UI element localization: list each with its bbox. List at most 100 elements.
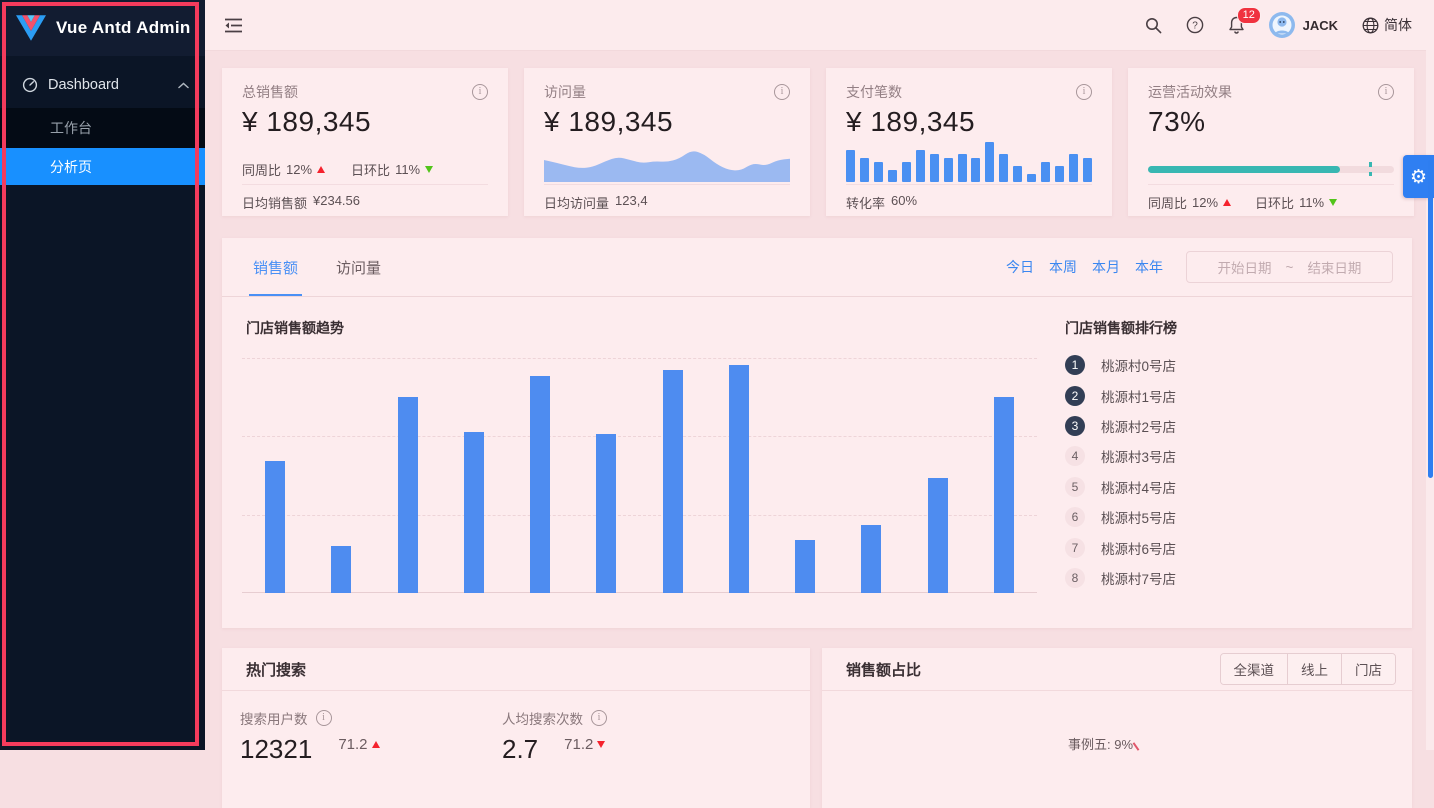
gear-icon: ⚙: [1409, 165, 1428, 188]
card-value: ¥ 189,345: [242, 106, 372, 137]
footer-label: 日均销售额: [242, 196, 308, 211]
card-title: 运营活动效果: [1148, 84, 1232, 100]
user-menu[interactable]: JACK: [1268, 12, 1338, 38]
rank-badge: 5: [1065, 476, 1085, 497]
range-link-week[interactable]: 本周: [1049, 259, 1077, 275]
app-logo[interactable]: Vue Antd Admin: [0, 0, 205, 56]
rank-badge: 1: [1065, 355, 1085, 376]
tab-visits[interactable]: 访问量: [336, 238, 381, 296]
bar: [265, 461, 286, 593]
info-icon[interactable]: i: [1378, 84, 1394, 100]
footer-value: ¥234.56: [313, 193, 361, 208]
trend-value: 12%: [286, 162, 313, 177]
visits-area-chart: [544, 151, 790, 182]
pie-slice-label: 事例五: 9%: [1068, 734, 1140, 753]
filter-all-channels[interactable]: 全渠道: [1220, 654, 1287, 684]
info-icon[interactable]: i: [774, 84, 790, 100]
sidebar-item-label: Dashboard: [48, 77, 119, 93]
trend-value: 12%: [1192, 195, 1219, 210]
tab-sales[interactable]: 销售额: [248, 238, 303, 296]
rank-badge: 3: [1065, 415, 1085, 436]
chevron-up-icon: [178, 81, 189, 88]
card-title: 访问量: [544, 84, 586, 100]
sidebar-item-workbench[interactable]: 工作台: [0, 108, 205, 148]
tab-label: 访问量: [336, 259, 382, 277]
stat-card-payments: 支付笔数 i ¥ 189,345 转化率 60%: [826, 68, 1112, 216]
info-icon[interactable]: i: [591, 710, 607, 726]
caret-up-icon: [1223, 199, 1232, 206]
bar: [662, 369, 683, 593]
range-link-today[interactable]: 今日: [1006, 259, 1034, 275]
card-title: 热门搜索: [246, 661, 307, 679]
stat-card-visits: 访问量 i ¥ 189,345 日均访问量 123,4: [524, 68, 810, 216]
date-separator: ~: [1285, 259, 1294, 275]
filter-stores[interactable]: 门店: [1341, 654, 1395, 684]
rank-badge: 7: [1065, 537, 1085, 558]
mini-bar: [957, 154, 967, 182]
search-icon[interactable]: [1145, 17, 1162, 34]
range-link-month[interactable]: 本月: [1092, 259, 1120, 275]
bar: [927, 477, 948, 593]
rank-list-title: 门店销售额排行榜: [1065, 320, 1177, 336]
rank-row: 1桃源村0号店1234.56: [1065, 350, 1434, 380]
filter-online[interactable]: 线上: [1287, 654, 1341, 684]
info-icon[interactable]: i: [1076, 84, 1092, 100]
mini-bar: [929, 154, 939, 182]
vue-logo-icon: [16, 15, 46, 41]
top-header: ? 12 JACK 简体: [205, 0, 1434, 51]
trend-value: 11%: [395, 162, 421, 177]
rank-row: 5桃源村4号店834.56: [1065, 472, 1434, 502]
globe-icon: [1362, 17, 1379, 33]
notifications-bell-icon[interactable]: 12: [1228, 7, 1261, 34]
help-icon[interactable]: ?: [1186, 16, 1204, 34]
metric-trend-value: 71.2: [338, 736, 368, 753]
scrollbar-thumb[interactable]: [1428, 160, 1433, 478]
mini-bar: [971, 158, 981, 182]
bar: [993, 396, 1014, 593]
username: JACK: [1302, 17, 1338, 33]
hot-search-card: 热门搜索 搜索用户数 i 12321 71.2 人均搜索次数 i 2.7 71.2: [222, 648, 810, 808]
date-end-placeholder: 结束日期: [1307, 261, 1362, 276]
app-title: Vue Antd Admin: [56, 18, 191, 37]
mini-bar: [859, 158, 869, 182]
bar-chart-title: 门店销售额趋势: [246, 320, 344, 336]
mini-bar: [873, 162, 883, 182]
payments-bar-chart: [846, 142, 1092, 182]
info-icon[interactable]: i: [472, 84, 488, 100]
caret-down-icon: [425, 166, 434, 173]
date-range-picker[interactable]: 开始日期 ~ 结束日期: [1186, 251, 1393, 283]
sidebar-item-dashboard[interactable]: Dashboard: [0, 62, 205, 108]
mini-bar: [846, 150, 855, 182]
caret-down-icon: [1329, 199, 1338, 206]
header-actions: ? 12 JACK 简体: [1145, 7, 1434, 38]
rank-row: 7桃源村6号店634.56: [1065, 532, 1434, 562]
trend-label: 同周比: [242, 163, 282, 178]
store-name: 桃源村1号店: [1101, 389, 1177, 405]
card-title: 总销售额: [242, 84, 298, 100]
footer-label: 转化率: [846, 196, 886, 211]
sales-panel: 销售额 访问量 今日 本周 本月 本年 开始日期 ~ 结束日期 门店销售额趋势 …: [222, 238, 1412, 628]
mini-bar: [1055, 166, 1065, 182]
range-link-year[interactable]: 本年: [1135, 259, 1163, 275]
sidebar-item-analysis[interactable]: 分析页: [0, 148, 205, 185]
progress-fill: [1148, 166, 1340, 173]
info-icon[interactable]: i: [315, 710, 332, 726]
mini-bar: [985, 142, 995, 182]
store-sales-bar-chart: [242, 358, 1037, 593]
bar: [331, 546, 352, 593]
sidebar: Vue Antd Admin Dashboard 工作台 分析页: [0, 0, 205, 750]
trend-label: 日环比: [1255, 196, 1295, 211]
mini-bar: [1027, 174, 1037, 182]
menu-fold-icon[interactable]: [225, 18, 242, 33]
bar: [530, 375, 551, 593]
mini-bar: [887, 170, 897, 182]
rank-row: 3桃源村2号店1034.56: [1065, 411, 1434, 441]
language-switcher[interactable]: 简体: [1362, 15, 1412, 35]
store-name: 桃源村3号店: [1101, 450, 1177, 466]
date-start-placeholder: 开始日期: [1217, 261, 1272, 276]
card-title: 销售额占比: [846, 661, 922, 679]
metric-trend-value: 71.2: [564, 736, 594, 753]
store-name: 桃源村6号店: [1101, 541, 1177, 557]
tab-label: 销售额: [253, 259, 299, 277]
stat-card-operation-effect: 运营活动效果 i 73% 同周比 12% 日环比 11%: [1128, 68, 1414, 216]
